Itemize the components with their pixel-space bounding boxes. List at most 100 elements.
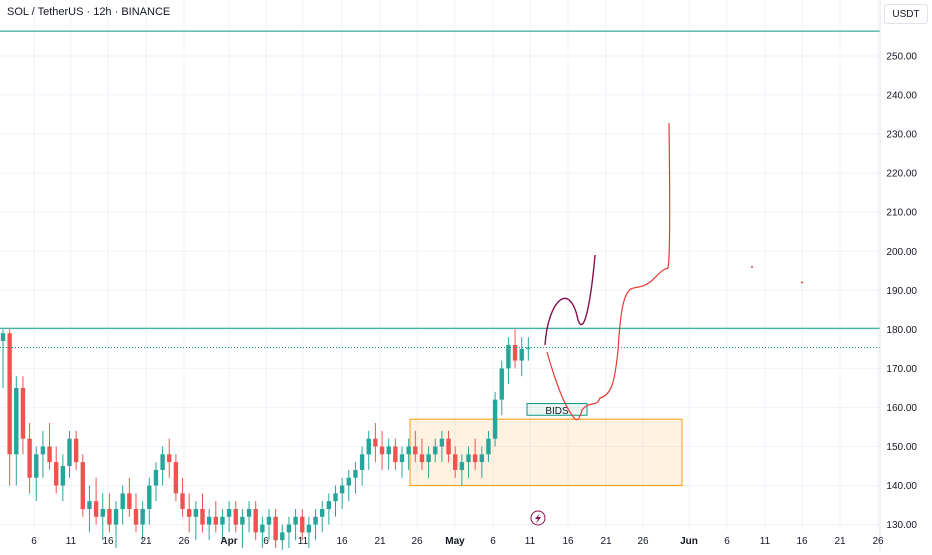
candle-body (153, 469, 159, 486)
x-tick-label: 11 (66, 536, 77, 547)
candle-body (107, 508, 112, 525)
candle-body (459, 462, 465, 470)
candle-body (379, 446, 385, 455)
y-tick-label: 150.00 (886, 442, 917, 453)
x-tick-label: Apr (220, 536, 237, 547)
candle-body (7, 333, 12, 455)
candle-body (160, 454, 165, 470)
candle-body (519, 348, 524, 361)
x-tick-label: 26 (411, 536, 423, 547)
price-axis[interactable]: 130.00 140.00 150.00 160.00 170.00 180.00 190.… (879, 0, 932, 550)
candle-body (326, 501, 332, 509)
candle-body (193, 508, 199, 517)
candle-body (339, 485, 345, 494)
candle-body (133, 508, 139, 525)
y-tick-label: 200.00 (886, 247, 917, 258)
candle-body (260, 524, 265, 533)
candle-body (353, 469, 358, 478)
candle-body (406, 446, 411, 455)
x-tick-label: 6 (263, 536, 269, 547)
candle-body (373, 438, 378, 447)
candle-body (60, 466, 66, 486)
candle-body (213, 516, 218, 525)
x-tick-label: May (445, 536, 465, 547)
candle-body (293, 516, 298, 525)
candle-body (419, 454, 425, 463)
x-tick-label: 6 (31, 536, 37, 547)
candle-body (167, 454, 172, 463)
candle-body (426, 454, 431, 463)
chart-title: SOL / TetherUS · 12h · BINANCE (7, 6, 171, 18)
candle-body (180, 493, 185, 509)
y-tick-label: 170.00 (886, 364, 917, 375)
bids-zone-layer (409, 418, 683, 487)
marker-dot (751, 265, 753, 268)
y-tick-label: 130.00 (886, 520, 917, 531)
candle-body (512, 344, 518, 361)
y-tick-label: 140.00 (886, 481, 917, 492)
y-tick-label: 190.00 (886, 286, 917, 297)
drawings-layer: BIDS (526, 122, 803, 526)
candle-body (439, 438, 445, 447)
candle-body (506, 344, 511, 369)
x-tick-label: 16 (562, 536, 574, 547)
candle-body (499, 368, 504, 400)
candle-body (466, 454, 471, 463)
candle-body (220, 516, 225, 525)
candle-body (386, 446, 391, 455)
y-tick-label: 210.00 (886, 208, 917, 219)
candle-body (20, 387, 26, 439)
candle-body (0, 333, 6, 342)
projection-path-purple (544, 254, 596, 346)
marker-dot (801, 281, 803, 284)
x-tick-label: 16 (336, 536, 348, 547)
y-tick-label: 160.00 (886, 403, 917, 414)
candle-body (93, 501, 99, 517)
candle-body (187, 508, 192, 517)
candle-body (120, 493, 125, 509)
price-axis-bg (880, 0, 932, 550)
y-tick-label: 250.00 (886, 52, 917, 63)
candle-body (40, 446, 46, 455)
currency-button[interactable]: USDT (884, 4, 928, 24)
candle-body (67, 438, 72, 467)
candle-body (100, 508, 105, 517)
x-tick-label: Jun (680, 536, 698, 547)
x-tick-label: 21 (834, 536, 846, 547)
bids-label: BIDS (545, 406, 569, 417)
time-axis[interactable]: 6 11 16 21 26 Apr 6 11 16 21 26 May 6 11 16 21 26 Jun 6 11 1… (31, 536, 884, 547)
levels-layer: 256.37180.29180.29175.3605:17:28 (0, 24, 928, 367)
x-tick-label: 11 (298, 536, 309, 547)
x-tick-label: 16 (102, 536, 114, 547)
candle-body (226, 508, 232, 517)
candle-body (80, 462, 85, 509)
x-tick-label: 6 (724, 536, 730, 547)
candle-body (200, 508, 205, 525)
candle-body (34, 454, 39, 478)
y-tick-label: 230.00 (886, 130, 917, 141)
projection-path-red (546, 122, 671, 421)
candle-body (492, 399, 498, 439)
candle-body (280, 532, 285, 541)
y-tick-label: 220.00 (886, 169, 917, 180)
candle-body (147, 485, 152, 509)
candle-body (73, 438, 79, 463)
candle-body (173, 462, 179, 494)
candle-body (333, 493, 338, 502)
x-tick-label: 21 (374, 536, 386, 547)
candle-body (240, 516, 245, 525)
candle-body (87, 501, 92, 509)
candle-body (206, 516, 212, 525)
candle-body (54, 462, 59, 486)
x-tick-label: 11 (760, 536, 771, 547)
candle-body (313, 516, 318, 525)
candle-body (346, 477, 351, 486)
candle-body (366, 438, 371, 455)
candle-body (140, 508, 145, 525)
candles-layer (0, 329, 531, 555)
bids-label-box (526, 403, 588, 416)
candle-body (127, 493, 132, 509)
x-tick-label: 26 (637, 536, 649, 547)
